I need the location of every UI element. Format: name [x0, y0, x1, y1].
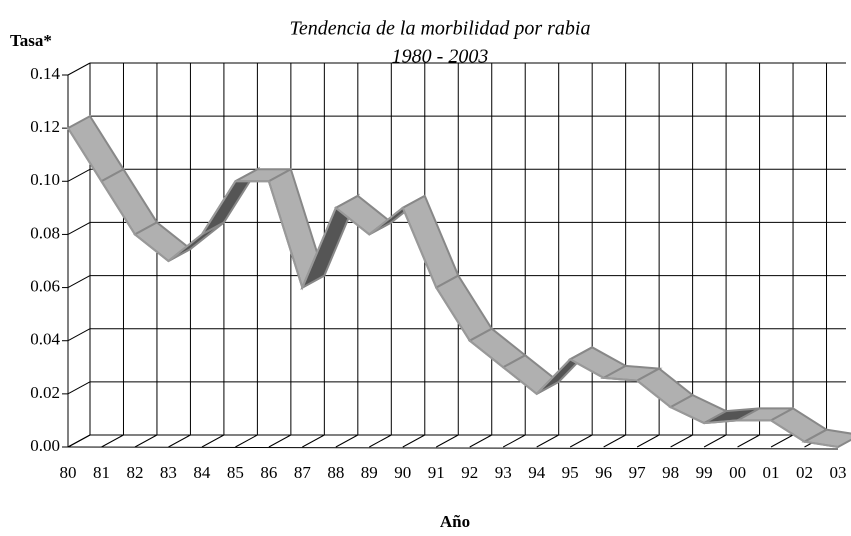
x-tick-label: 91: [428, 463, 445, 482]
x-tick-label: 84: [193, 463, 211, 482]
x-tick-label: 87: [294, 463, 312, 482]
floor-line: [737, 434, 760, 448]
x-tick-label: 90: [394, 463, 411, 482]
y-tick-label: 0.04: [30, 330, 60, 349]
x-tick-label: 98: [662, 463, 679, 482]
y-tick-label: 0.02: [30, 383, 60, 402]
x-tick-label: 99: [696, 463, 713, 482]
floor-line: [335, 434, 359, 448]
x-tick-label: 89: [361, 463, 378, 482]
x-tick-label: 82: [126, 463, 143, 482]
x-tick-label: 96: [595, 463, 612, 482]
x-tick-label: 97: [629, 463, 647, 482]
y-tick-connector: [67, 62, 91, 76]
y-axis-label: Tasa*: [10, 31, 52, 50]
y-tick-label: 0.00: [30, 436, 60, 455]
x-axis-label: Año: [440, 512, 470, 531]
x-tick-label: 88: [327, 463, 344, 482]
x-axis: [67, 446, 839, 450]
floor-line: [536, 434, 559, 448]
chart-subtitle: 1980 - 2003: [392, 46, 489, 68]
floor-line: [569, 434, 593, 448]
y-tick-label: 0.12: [30, 117, 60, 136]
floor-line: [369, 434, 392, 448]
x-tick-label: 93: [495, 463, 512, 482]
x-tick-label: 86: [260, 463, 277, 482]
x-tick-label: 92: [461, 463, 478, 482]
y-tick-connector: [67, 168, 91, 182]
series-line: [67, 127, 839, 448]
floor-line: [134, 434, 158, 448]
floor-line: [670, 434, 693, 448]
x-tick-label: 00: [729, 463, 746, 482]
x-tick-label: 01: [763, 463, 780, 482]
y-tick-label: 0.06: [30, 276, 60, 295]
floor-line: [636, 434, 660, 448]
x-tick-label: 80: [60, 463, 77, 482]
floor-line: [469, 434, 492, 448]
floor-line: [268, 434, 292, 448]
y-tick-label: 0.14: [30, 64, 60, 83]
floor-line: [235, 434, 258, 448]
x-tick-label: 03: [830, 463, 847, 482]
floor-line: [101, 434, 124, 448]
y-tick-connector: [67, 328, 91, 342]
x-tick-label: 02: [796, 463, 813, 482]
x-tick-label: 94: [528, 463, 546, 482]
floor-line: [402, 434, 426, 448]
x-tick-label: 81: [93, 463, 110, 482]
y-tick-label: 0.08: [30, 223, 60, 242]
floor-line: [703, 434, 727, 448]
y-tick-label: 0.10: [30, 170, 60, 189]
floor-line: [67, 434, 91, 448]
x-tick-label: 95: [562, 463, 579, 482]
floor-line: [603, 434, 626, 448]
floor-line: [168, 434, 191, 448]
y-tick-connector: [67, 221, 91, 235]
floor-line: [436, 434, 459, 448]
x-tick-label: 83: [160, 463, 177, 482]
floor-line: [502, 434, 526, 448]
chart-title: Tendencia de la morbilidad por rabia: [290, 18, 591, 40]
x-tick-label: 85: [227, 463, 244, 482]
y-tick-connector: [67, 381, 91, 395]
floor-line: [302, 434, 325, 448]
floor-line: [201, 434, 225, 448]
floor-line: [770, 434, 794, 448]
y-tick-connector: [67, 275, 91, 289]
